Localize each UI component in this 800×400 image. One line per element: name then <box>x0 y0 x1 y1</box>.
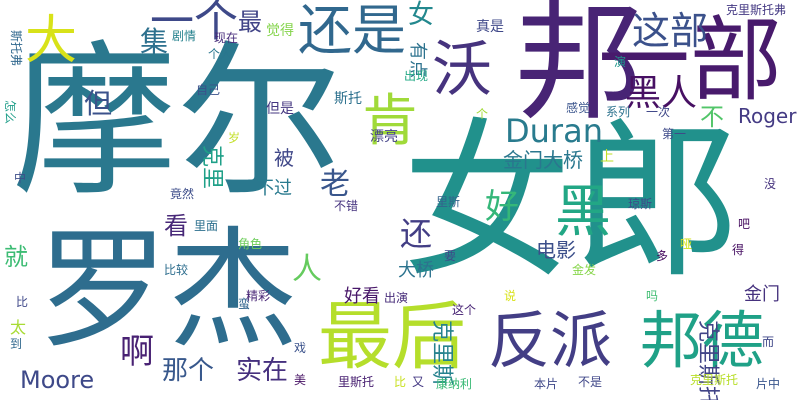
word-9: 还是 <box>298 0 406 62</box>
word-66: 中 <box>14 171 27 185</box>
word-34: 看 <box>164 212 188 240</box>
word-73: 里面 <box>194 219 219 233</box>
word-48: 现在 <box>214 31 239 45</box>
word-28: 实在 <box>236 356 289 386</box>
word-11: 肯 <box>362 89 418 154</box>
word-91: 里斯托 <box>338 375 375 389</box>
word-88: 到 <box>10 337 23 351</box>
word-78: 多 <box>656 249 669 263</box>
word-60: 一次 <box>646 105 671 119</box>
word-90: 美 <box>294 373 307 387</box>
word-21: 最 <box>238 8 262 36</box>
word-85: 说 <box>504 289 517 303</box>
word-54: 自己 <box>196 83 221 97</box>
word-94: 康纳利 <box>436 377 473 391</box>
word-25: 啊 <box>120 332 154 372</box>
word-74: 角色 <box>238 237 263 251</box>
word-89: 戏 <box>294 341 307 355</box>
word-92: 比 <box>394 375 407 389</box>
word-32: 老 <box>320 167 350 202</box>
word-52: 个人 <box>208 47 233 61</box>
word-41: 克里斯托 <box>695 320 720 400</box>
word-59: 系列 <box>606 105 631 119</box>
word-12: Duran <box>505 112 603 150</box>
word-79: 要 <box>444 249 457 263</box>
word-37: 大桥 <box>398 260 434 281</box>
word-68: 不错 <box>334 199 359 213</box>
word-22: 好 <box>485 187 519 227</box>
word-99: 而 <box>762 335 775 349</box>
word-71: 没 <box>764 177 777 191</box>
word-75: 金发 <box>572 263 597 277</box>
word-56: 斯托 <box>334 91 362 107</box>
word-33: 被 <box>274 146 294 170</box>
word-44: 太 <box>10 318 27 337</box>
word-3: 邦 <box>515 0 644 138</box>
word-84: 这个 <box>452 303 477 317</box>
word-57: 但是 <box>266 101 294 117</box>
word-49: 真是 <box>476 19 504 35</box>
word-15: 一个 <box>150 0 238 47</box>
word-100: 个 <box>476 107 489 121</box>
word-8: 邦德 <box>640 304 765 377</box>
word-96: 不是 <box>578 375 603 389</box>
word-64: 上 <box>600 149 614 165</box>
word-76: 哑 <box>680 237 693 251</box>
word-7: 反派 <box>488 304 613 377</box>
word-29: 金门大桥 <box>503 148 583 172</box>
word-63: 第一 <box>662 127 687 141</box>
word-50: 克里斯托弗 <box>726 3 787 17</box>
word-72: 吧 <box>738 217 751 231</box>
word-43: 克里 <box>199 145 224 190</box>
word-39: 金门 <box>744 284 780 305</box>
word-77: 得 <box>732 243 745 257</box>
word-2: 女郎 <box>402 104 743 302</box>
word-24: 人 <box>292 252 322 287</box>
word-93: 又 <box>412 375 425 389</box>
word-27: 那个 <box>162 356 215 386</box>
word-5: 罗杰 <box>38 214 299 366</box>
word-13: 黑 <box>555 180 611 245</box>
word-26: Moore <box>20 366 95 394</box>
word-30: Roger <box>738 104 797 128</box>
word-46: 觉得 <box>266 23 294 39</box>
word-82: 精彩 <box>246 289 271 303</box>
word-65: 岁 <box>228 131 241 145</box>
word-31: 不 <box>700 103 724 131</box>
word-10: 沃 <box>432 35 492 105</box>
word-58: 感觉 <box>566 101 591 115</box>
word-47: 剧情 <box>172 29 197 43</box>
word-19: 集 <box>140 25 169 58</box>
word-20: 女 <box>408 0 435 30</box>
word-16: 黑人 <box>625 73 698 114</box>
word-23: 还 <box>400 215 433 253</box>
word-69: 里斯 <box>436 195 461 209</box>
word-87: 比 <box>16 295 29 309</box>
word-6: 最后 <box>318 294 466 380</box>
word-38: 好看 <box>344 286 380 307</box>
word-53: 怎么 <box>3 100 17 125</box>
word-97: 克里斯托 <box>690 373 739 387</box>
word-67: 竟然 <box>170 187 195 201</box>
word-35: 就 <box>4 243 28 271</box>
word-40: 不过 <box>256 178 292 199</box>
word-14: 这部 <box>632 9 709 53</box>
word-81: 蛮 <box>238 297 251 311</box>
word-86: 吗 <box>646 289 659 303</box>
word-95: 本片 <box>534 377 559 391</box>
word-70: 琼斯 <box>628 197 653 211</box>
word-17: 大 <box>25 11 78 71</box>
word-18: 但 <box>84 87 113 120</box>
word-36: 电影 <box>536 238 576 262</box>
word-61: 漂亮 <box>370 129 398 145</box>
word-83: 出演 <box>384 291 409 305</box>
word-55: 出现 <box>404 69 429 83</box>
word-4: 一部 <box>598 7 783 114</box>
word-80: 比较 <box>164 263 189 277</box>
word-62: 演 <box>614 55 627 69</box>
word-98: 片中 <box>756 377 781 391</box>
word-51: 斯托弗 <box>9 30 23 67</box>
word-1: 摩尔 <box>12 26 342 218</box>
